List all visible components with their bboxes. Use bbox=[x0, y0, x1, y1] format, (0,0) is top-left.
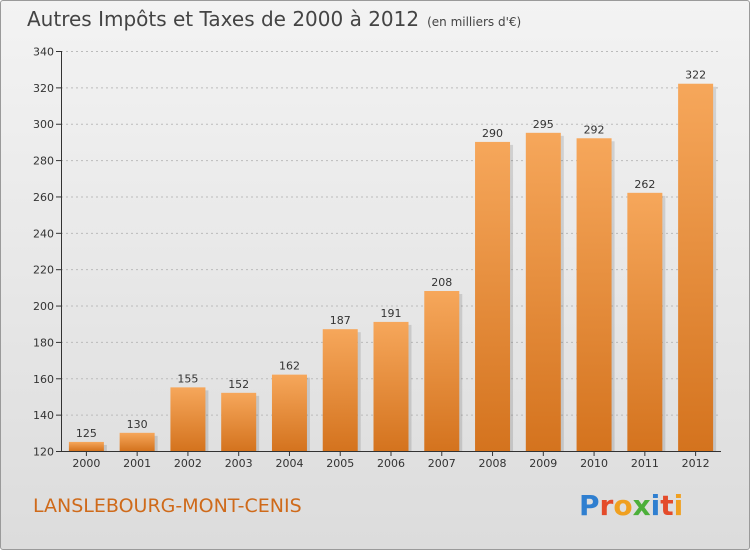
data-label: 191 bbox=[381, 307, 402, 320]
bar-2006 bbox=[373, 321, 409, 451]
logo-letter: P bbox=[579, 489, 600, 522]
x-tick-label: 2003 bbox=[225, 457, 253, 470]
data-label: 290 bbox=[482, 127, 503, 140]
data-label: 155 bbox=[177, 372, 198, 385]
proxiti-logo: Proxiti bbox=[579, 489, 683, 522]
x-tick-label: 2006 bbox=[377, 457, 405, 470]
bar-2000 bbox=[68, 441, 104, 451]
logo-letter: o bbox=[613, 489, 633, 522]
x-tick-label: 2009 bbox=[529, 457, 557, 470]
x-tick-label: 2004 bbox=[275, 457, 303, 470]
axes bbox=[56, 51, 721, 456]
bar-2011 bbox=[627, 192, 663, 451]
commune-name: LANSLEBOURG-MONT-CENIS bbox=[33, 495, 302, 517]
data-label: 295 bbox=[533, 118, 554, 131]
logo-letter: x bbox=[632, 489, 651, 522]
y-tick-label: 120 bbox=[33, 446, 54, 459]
chart-title-unit: (en milliers d'€) bbox=[427, 15, 522, 29]
bar-2008 bbox=[475, 141, 511, 451]
bar-2010 bbox=[576, 138, 612, 452]
y-tick-label: 300 bbox=[33, 118, 54, 131]
data-label: 162 bbox=[279, 360, 300, 373]
bar-2003 bbox=[221, 392, 257, 451]
y-tick-label: 340 bbox=[33, 46, 54, 59]
data-label: 125 bbox=[76, 427, 97, 440]
bar-2002 bbox=[170, 387, 206, 451]
y-tick-label: 140 bbox=[33, 409, 54, 422]
x-tick-label: 2007 bbox=[428, 457, 456, 470]
logo-letter: t bbox=[660, 489, 674, 522]
bar-2007 bbox=[424, 291, 460, 451]
y-tick-label: 280 bbox=[33, 155, 54, 168]
x-tick-label: 2012 bbox=[682, 457, 710, 470]
data-label: 292 bbox=[584, 123, 605, 136]
bar-2012 bbox=[678, 83, 714, 452]
x-tick-label: 2005 bbox=[326, 457, 354, 470]
data-label: 208 bbox=[431, 276, 452, 289]
logo-letter: i bbox=[673, 489, 684, 522]
bars bbox=[68, 83, 717, 452]
x-tick-label: 2010 bbox=[580, 457, 608, 470]
bar-2001 bbox=[119, 432, 155, 451]
y-tick-label: 260 bbox=[33, 191, 54, 204]
logo-letter: i bbox=[650, 489, 661, 522]
chart-title: Autres Impôts et Taxes de 2000 à 2012 (en… bbox=[27, 7, 521, 31]
labels: 120 140 160 180 200 220 240 260 280 300 320 340 125 2… bbox=[33, 46, 710, 471]
logo-letter: r bbox=[599, 489, 614, 522]
x-tick-label: 2000 bbox=[72, 457, 100, 470]
bar-2004 bbox=[271, 374, 307, 451]
y-tick-label: 180 bbox=[33, 336, 54, 349]
y-tick-label: 240 bbox=[33, 227, 54, 240]
y-tick-label: 160 bbox=[33, 373, 54, 386]
bar-2005 bbox=[322, 329, 358, 451]
data-label: 322 bbox=[685, 69, 706, 82]
y-tick-label: 200 bbox=[33, 300, 54, 313]
x-tick-label: 2002 bbox=[174, 457, 202, 470]
data-label: 130 bbox=[127, 418, 148, 431]
chart-title-main: Autres Impôts et Taxes de 2000 à 2012 bbox=[27, 7, 420, 31]
y-tick-label: 220 bbox=[33, 264, 54, 277]
data-label: 152 bbox=[228, 378, 249, 391]
data-label: 262 bbox=[634, 178, 655, 191]
bar-2009 bbox=[525, 132, 561, 451]
x-tick-label: 2001 bbox=[123, 457, 151, 470]
data-label: 187 bbox=[330, 314, 351, 327]
x-tick-label: 2011 bbox=[631, 457, 659, 470]
x-tick-label: 2008 bbox=[479, 457, 507, 470]
y-tick-label: 320 bbox=[33, 82, 54, 95]
